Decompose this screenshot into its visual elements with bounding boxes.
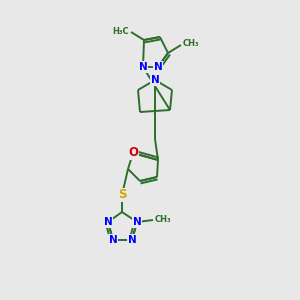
Text: N: N — [154, 62, 162, 72]
Text: CH₃: CH₃ — [183, 40, 200, 49]
Text: H₃C: H₃C — [112, 26, 129, 35]
Text: N: N — [151, 75, 159, 85]
Text: N: N — [103, 217, 112, 227]
Text: S: S — [118, 188, 126, 202]
Text: CH₃: CH₃ — [155, 214, 172, 224]
Text: N: N — [109, 235, 117, 245]
Text: N: N — [128, 235, 136, 245]
Text: N: N — [133, 217, 141, 227]
Text: N: N — [139, 62, 147, 72]
Text: O: O — [128, 146, 138, 160]
